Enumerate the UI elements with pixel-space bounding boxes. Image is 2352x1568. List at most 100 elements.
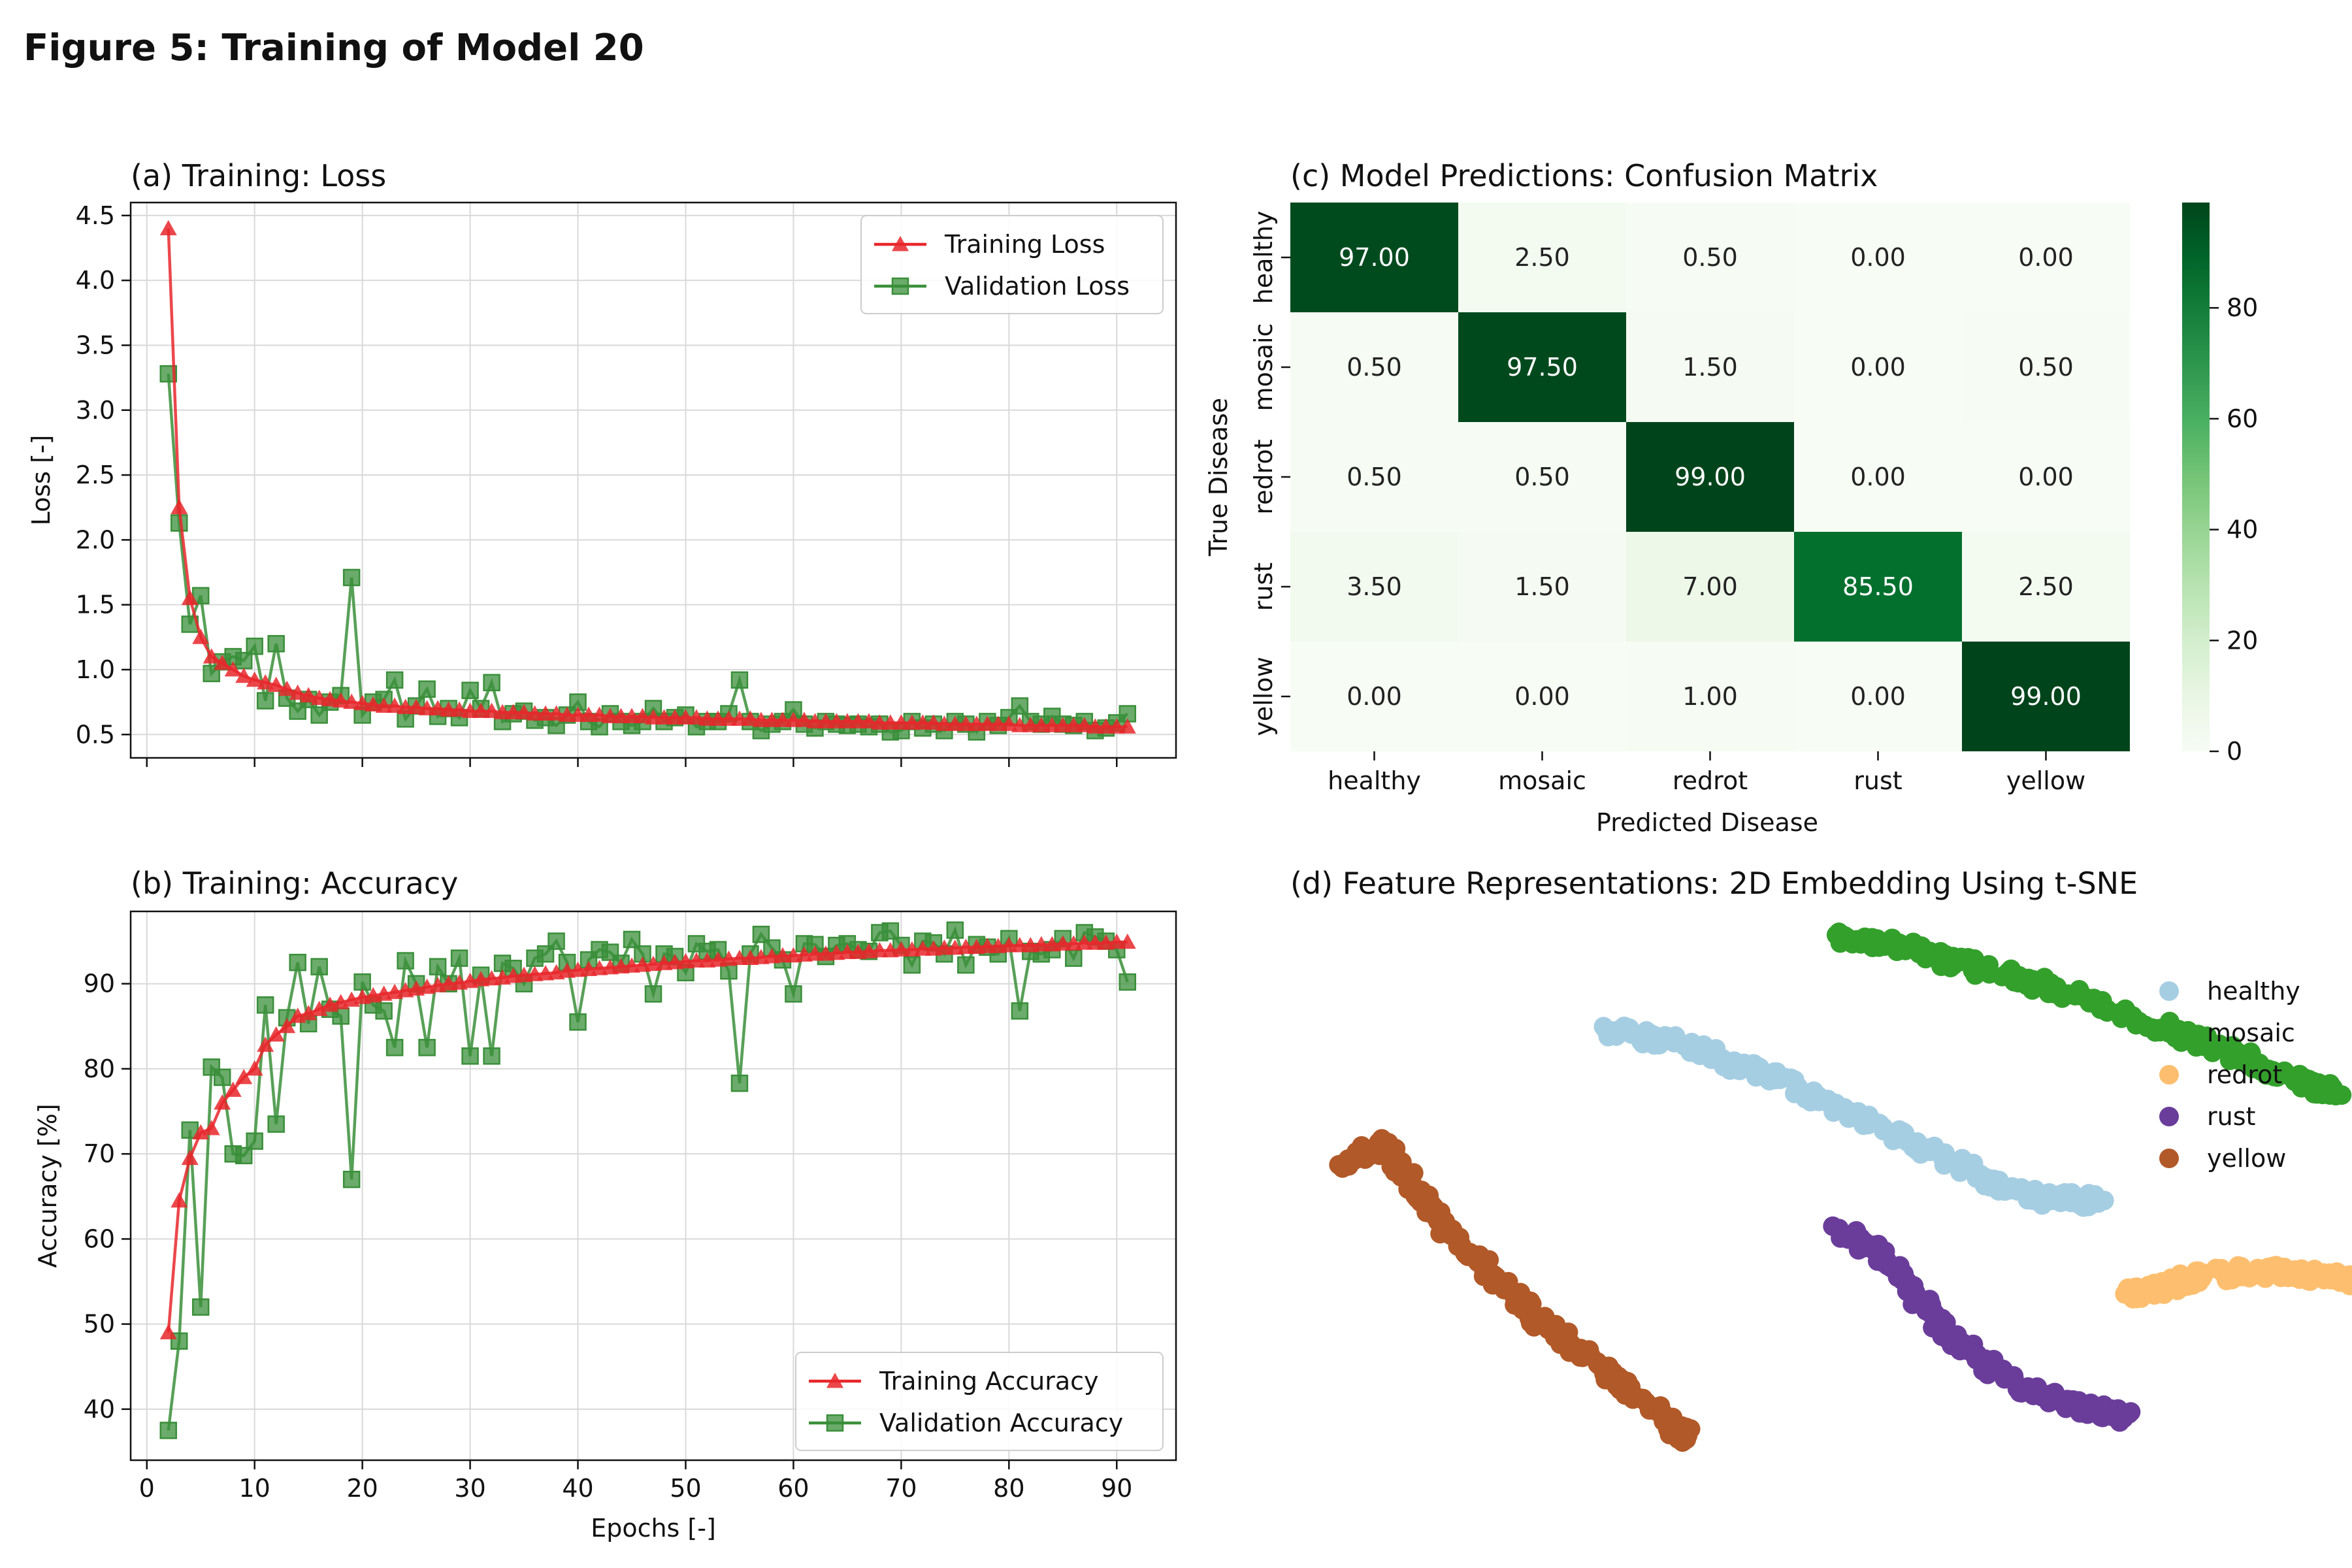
data-point bbox=[871, 714, 889, 730]
data-point bbox=[300, 1005, 318, 1021]
data-point bbox=[871, 941, 889, 958]
data-point bbox=[483, 702, 500, 718]
data-point bbox=[235, 1147, 253, 1165]
cm-cell bbox=[1794, 532, 1962, 642]
legend-marker bbox=[2159, 1149, 2179, 1168]
series-line bbox=[167, 373, 1129, 734]
legend-label: rust bbox=[2207, 1102, 2255, 1131]
data-point bbox=[979, 938, 996, 953]
legend-label: yellow bbox=[2207, 1144, 2286, 1173]
x-tick-label: 0 bbox=[139, 1474, 155, 1503]
y-tick-label: rust bbox=[1249, 563, 1278, 611]
data-point bbox=[903, 956, 921, 974]
data-point bbox=[1119, 718, 1136, 734]
data-point bbox=[1119, 973, 1137, 991]
data-point bbox=[203, 1120, 220, 1135]
data-point bbox=[957, 956, 975, 974]
data-point bbox=[687, 952, 705, 968]
cm-cell bbox=[1626, 642, 1794, 751]
y-tick-label: 2.0 bbox=[76, 525, 115, 554]
data-point bbox=[1000, 937, 1018, 953]
cm-cell bbox=[1962, 422, 2130, 532]
data-point bbox=[666, 709, 683, 725]
legend-marker bbox=[2159, 1023, 2179, 1043]
data-point bbox=[461, 681, 479, 699]
data-point bbox=[235, 667, 253, 683]
panel-c-colorbar: 0 20 40 60 80 bbox=[2182, 203, 2258, 766]
y-tick-label: yellow bbox=[1249, 657, 1278, 736]
data-point bbox=[644, 985, 662, 1003]
data-point bbox=[191, 1298, 210, 1316]
panel-c-cells: 97.00 2.50 0.50 0.00 0.00 0.50 97.50 1.50 0.00 0.… bbox=[1290, 203, 2130, 751]
data-point bbox=[246, 1060, 263, 1076]
data-point bbox=[214, 655, 231, 670]
data-point bbox=[1108, 718, 1126, 734]
cm-cell bbox=[1290, 532, 1458, 642]
data-point bbox=[203, 648, 220, 664]
data-point bbox=[235, 651, 253, 670]
cm-cell-value: 97.00 bbox=[1339, 243, 1410, 272]
data-point bbox=[645, 709, 662, 725]
x-tick-label: yellow bbox=[2006, 766, 2085, 795]
cm-cell bbox=[1290, 203, 1458, 312]
legend-label: Training Loss bbox=[944, 230, 1105, 259]
data-point bbox=[515, 704, 533, 719]
y-tick-label: mosaic bbox=[1249, 323, 1278, 412]
data-point bbox=[246, 637, 263, 655]
data-point bbox=[730, 949, 748, 966]
data-point bbox=[235, 1068, 253, 1085]
data-point bbox=[612, 708, 630, 723]
panel-a-plot-area bbox=[159, 220, 1137, 741]
data-point bbox=[763, 711, 781, 727]
cm-cell bbox=[1794, 422, 1962, 532]
cm-cell bbox=[1962, 312, 2130, 422]
data-point bbox=[569, 706, 587, 722]
data-point bbox=[946, 921, 964, 939]
data-point bbox=[365, 696, 382, 711]
cm-cell bbox=[1290, 642, 1458, 751]
data-point bbox=[159, 1422, 177, 1439]
cm-cell-value: 0.50 bbox=[1682, 243, 1738, 272]
data-point bbox=[1032, 717, 1050, 732]
data-point bbox=[1054, 935, 1071, 951]
panel-b-frame bbox=[129, 910, 1177, 1462]
legend-label: healthy bbox=[2207, 977, 2300, 1005]
cm-cell-value: 0.50 bbox=[2018, 353, 2074, 382]
cm-cell bbox=[1794, 642, 1962, 751]
data-point bbox=[936, 715, 953, 731]
data-point bbox=[450, 949, 468, 967]
data-point bbox=[375, 1002, 393, 1020]
cm-cell bbox=[1794, 312, 1962, 422]
y-tick-label: 3.0 bbox=[76, 396, 115, 425]
data-point bbox=[559, 706, 576, 722]
x-tick-label: 10 bbox=[239, 1474, 270, 1503]
colorbar-tick-label: 80 bbox=[2227, 293, 2258, 322]
data-point bbox=[267, 1026, 285, 1042]
panel-d-tsne: (d) Feature Representations: 2D Embeddin… bbox=[1290, 866, 2352, 1452]
x-tick-label: 80 bbox=[993, 1474, 1024, 1503]
cm-cell-value: 0.00 bbox=[1850, 353, 1906, 382]
y-tick-label: 70 bbox=[84, 1139, 115, 1168]
cm-cell bbox=[1962, 532, 2130, 642]
cm-cell-value: 99.00 bbox=[1674, 463, 1746, 491]
cluster-yellow bbox=[1329, 1129, 1701, 1452]
data-point bbox=[310, 689, 328, 706]
x-tick-label: redrot bbox=[1673, 766, 1748, 795]
legend-marker bbox=[826, 1373, 843, 1388]
panel-c-ticks: healthy mosaic redrot rust yellow healthy mosa… bbox=[1249, 211, 2085, 795]
data-point bbox=[634, 708, 651, 723]
x-tick-label: mosaic bbox=[1498, 766, 1586, 795]
data-point bbox=[257, 1036, 274, 1052]
data-point bbox=[785, 985, 802, 1003]
data-point bbox=[1108, 933, 1126, 949]
data-point bbox=[310, 958, 328, 975]
colorbar-tick-label: 0 bbox=[2227, 737, 2242, 766]
data-point bbox=[881, 714, 899, 730]
embedding-point bbox=[1573, 1347, 1593, 1367]
panel-c-title: (c) Model Predictions: Confusion Matrix bbox=[1290, 158, 1878, 193]
data-point bbox=[408, 698, 425, 714]
data-point bbox=[397, 952, 414, 970]
panel-c-ylabel: True Disease bbox=[1204, 398, 1233, 557]
data-point bbox=[730, 1074, 749, 1092]
data-point bbox=[742, 710, 759, 726]
